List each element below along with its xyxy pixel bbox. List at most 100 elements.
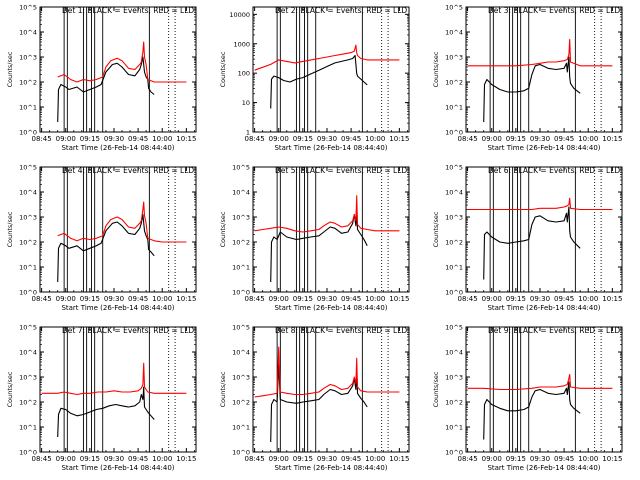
- x-tick-label: 10:15: [602, 455, 622, 463]
- x-tick-label: 09:15: [506, 135, 526, 143]
- x-tick-label: 10:00: [152, 295, 172, 303]
- panel-title: Det 9: BLACK = Events, RED = LLD: [488, 326, 620, 335]
- x-tick-label: 09:45: [554, 135, 574, 143]
- x-tick-label: 09:30: [530, 135, 550, 143]
- x-tick-label: 09:15: [80, 295, 100, 303]
- events-series-line: [270, 363, 368, 443]
- y-tick-label: 10: [242, 99, 250, 107]
- events-series-line: [270, 206, 368, 283]
- plot-frame: [465, 6, 623, 133]
- y-tick-label: 10^2: [19, 79, 37, 87]
- panel-title: Det 7: BLACK = Events, RED = LLD: [62, 326, 194, 335]
- x-tick-label: 09:00: [56, 295, 76, 303]
- plot-frame: [252, 326, 410, 453]
- plot-frame: [39, 166, 197, 293]
- x-tick-label: 09:30: [104, 295, 124, 303]
- x-tick-label: 09:45: [554, 295, 574, 303]
- x-tick-label: 09:45: [554, 455, 574, 463]
- lld-series-line: [467, 373, 613, 391]
- lld-series-line: [254, 195, 400, 233]
- y-axis-label: Counts/sec: [432, 51, 440, 87]
- x-axis-label: Start Time (26-Feb-14 08:44:40): [487, 304, 600, 312]
- lld-series-line: [467, 197, 613, 211]
- y-tick-label: 10^1: [445, 264, 463, 272]
- y-tick-label: 10^1: [232, 264, 250, 272]
- x-tick-label: 09:15: [506, 455, 526, 463]
- x-tick-label: 09:30: [530, 455, 550, 463]
- x-tick-label: 09:00: [269, 455, 289, 463]
- plot-frame: [252, 6, 410, 133]
- x-tick-label: 09:15: [293, 455, 313, 463]
- x-tick-label: 10:15: [602, 135, 622, 143]
- events-series-line: [57, 213, 155, 283]
- x-tick-label: 09:30: [317, 135, 337, 143]
- lld-series-line: [254, 346, 400, 398]
- x-tick-label: 08:45: [458, 135, 478, 143]
- y-tick-label: 10000: [229, 11, 250, 19]
- x-tick-label: 09:45: [341, 455, 361, 463]
- x-axis-label: Start Time (26-Feb-14 08:44:40): [487, 464, 600, 472]
- y-tick-label: 10^3: [445, 214, 463, 222]
- y-tick-label: 10^1: [445, 424, 463, 432]
- x-tick-label: 09:30: [104, 455, 124, 463]
- y-tick-label: 10^5: [232, 164, 250, 172]
- x-tick-label: 09:00: [56, 135, 76, 143]
- x-axis-label: Start Time (26-Feb-14 08:44:40): [61, 304, 174, 312]
- x-axis-label: Start Time (26-Feb-14 08:44:40): [274, 304, 387, 312]
- x-axis-label: Start Time (26-Feb-14 08:44:40): [61, 144, 174, 152]
- y-tick-label: 10^0: [19, 449, 37, 457]
- x-tick-label: 08:45: [458, 295, 478, 303]
- y-axis-label: Counts/sec: [432, 371, 440, 407]
- x-tick-label: 09:30: [317, 295, 337, 303]
- y-tick-label: 10^4: [19, 29, 37, 37]
- x-tick-label: 09:15: [293, 135, 313, 143]
- y-tick-label: 10^1: [19, 264, 37, 272]
- y-tick-label: 10^3: [232, 214, 250, 222]
- y-tick-label: 10^4: [232, 349, 250, 357]
- panel-title: Det 8: BLACK = Events, RED = LLD: [275, 326, 407, 335]
- x-tick-label: 10:15: [176, 295, 196, 303]
- y-tick-label: 10^5: [19, 4, 37, 12]
- x-tick-label: 10:00: [152, 455, 172, 463]
- events-series-line: [483, 56, 581, 123]
- plot-frame: [39, 6, 197, 133]
- events-series-line: [483, 381, 581, 440]
- y-tick-label: 10^4: [445, 349, 463, 357]
- plot-frame: [39, 326, 197, 453]
- events-series-line: [483, 206, 581, 280]
- y-tick-label: 10^2: [445, 399, 463, 407]
- y-axis-label: Counts/sec: [6, 51, 14, 87]
- lld-series-line: [467, 38, 613, 67]
- events-series-line: [57, 56, 155, 123]
- y-tick-label: 10^0: [445, 449, 463, 457]
- x-tick-label: 09:30: [317, 455, 337, 463]
- x-axis-label: Start Time (26-Feb-14 08:44:40): [487, 144, 600, 152]
- panel-title: Det 3: BLACK = Events, RED = LLD: [488, 6, 620, 15]
- x-tick-label: 09:00: [482, 135, 502, 143]
- y-tick-label: 10^1: [19, 424, 37, 432]
- x-tick-label: 09:00: [269, 135, 289, 143]
- x-axis-label: Start Time (26-Feb-14 08:44:40): [274, 464, 387, 472]
- y-tick-label: 100: [238, 70, 250, 78]
- x-tick-label: 10:00: [578, 295, 598, 303]
- x-tick-label: 09:45: [128, 295, 148, 303]
- x-tick-label: 09:00: [269, 295, 289, 303]
- panel-det-5: 08:45 09:00 09:15 09:30 09:45 10:00 10:15 10^0 1…: [219, 164, 410, 312]
- y-tick-label: 10^4: [19, 349, 37, 357]
- events-series-line: [270, 54, 368, 109]
- y-tick-label: 10^1: [19, 104, 37, 112]
- y-axis-label: Counts/sec: [219, 371, 227, 407]
- x-tick-label: 09:00: [56, 455, 76, 463]
- panel-det-1: 08:45 09:00 09:15 09:30 09:45 10:00 10:15 10^0 1…: [6, 4, 197, 152]
- panel-det-2: 08:45 09:00 09:15 09:30 09:45 10:00 10:15 1 10 10…: [219, 6, 410, 152]
- y-tick-label: 10^0: [445, 289, 463, 297]
- panel-det-7: 08:45 09:00 09:15 09:30 09:45 10:00 10:15 10^0 1…: [6, 324, 197, 472]
- y-tick-label: 10^3: [19, 54, 37, 62]
- x-tick-label: 10:15: [602, 295, 622, 303]
- x-tick-label: 09:00: [482, 455, 502, 463]
- x-tick-label: 10:00: [578, 455, 598, 463]
- plot-frame: [465, 326, 623, 453]
- panel-det-9: 08:45 09:00 09:15 09:30 09:45 10:00 10:15 10^0 1…: [432, 324, 623, 472]
- y-tick-label: 10^0: [19, 129, 37, 137]
